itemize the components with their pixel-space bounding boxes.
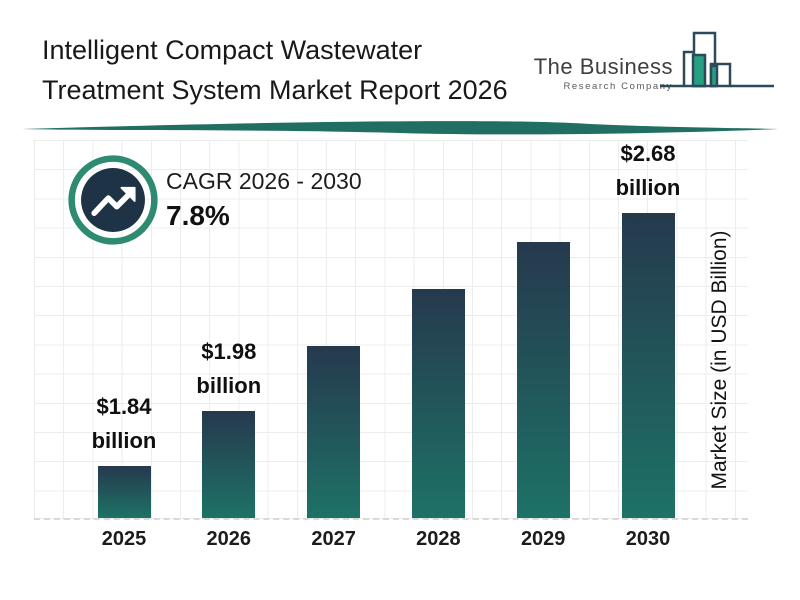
bar-2026: [202, 411, 256, 518]
y-axis-label: Market Size (in USD Billion): [708, 230, 731, 490]
bar-2029: [516, 242, 570, 518]
bar-value-unit: billion: [615, 175, 681, 200]
bar-value-label-2030: $2.68 billion: [573, 137, 723, 205]
cagr-label: CAGR 2026 - 2030: [166, 168, 362, 194]
page-title-line1: Intelligent Compact Wastewater: [42, 35, 423, 65]
bar-value-unit: billion: [196, 373, 262, 398]
bar-value-label-2026: $1.98 billion: [154, 335, 304, 403]
x-tick-label-2027: 2027: [311, 528, 356, 550]
x-tick-label-2025: 2025: [101, 528, 147, 550]
bar-value-label-2025: $1.84 billion: [49, 390, 199, 458]
x-axis: 2025 2026 2027 2028 2029 2030: [34, 528, 748, 556]
cagr-value: 7.8%: [166, 200, 230, 231]
bar-value-amount: $1.98: [201, 339, 257, 364]
bar-2025: [97, 466, 151, 518]
company-subtitle: Research Company: [563, 81, 673, 92]
bar-value-unit: billion: [91, 428, 157, 453]
bar-chart-logo-icon: [660, 31, 774, 88]
page-title: Intelligent Compact Wastewater Treatment…: [42, 30, 508, 110]
growth-trend-icon: [68, 155, 158, 245]
x-tick-label-2030: 2030: [625, 528, 671, 550]
company-logo: The Business Research Company: [534, 28, 778, 120]
bar-2028: [411, 289, 465, 518]
company-logo-text: The Business Research Company: [534, 54, 673, 92]
bar-value-amount: $1.84: [96, 394, 152, 419]
company-name: The Business: [533, 54, 673, 79]
bar-value-amount: $2.68: [620, 141, 676, 166]
bar-2030: [621, 213, 675, 518]
x-tick-label-2029: 2029: [520, 528, 566, 550]
x-tick-label-2026: 2026: [206, 528, 252, 550]
cagr-block: CAGR 2026 - 2030 7.8%: [166, 168, 362, 232]
x-tick-label-2028: 2028: [416, 528, 461, 550]
bar-2027: [307, 346, 361, 518]
divider-swoosh: [22, 121, 778, 135]
page-title-line2: Treatment System Market Report 2026: [42, 75, 508, 105]
